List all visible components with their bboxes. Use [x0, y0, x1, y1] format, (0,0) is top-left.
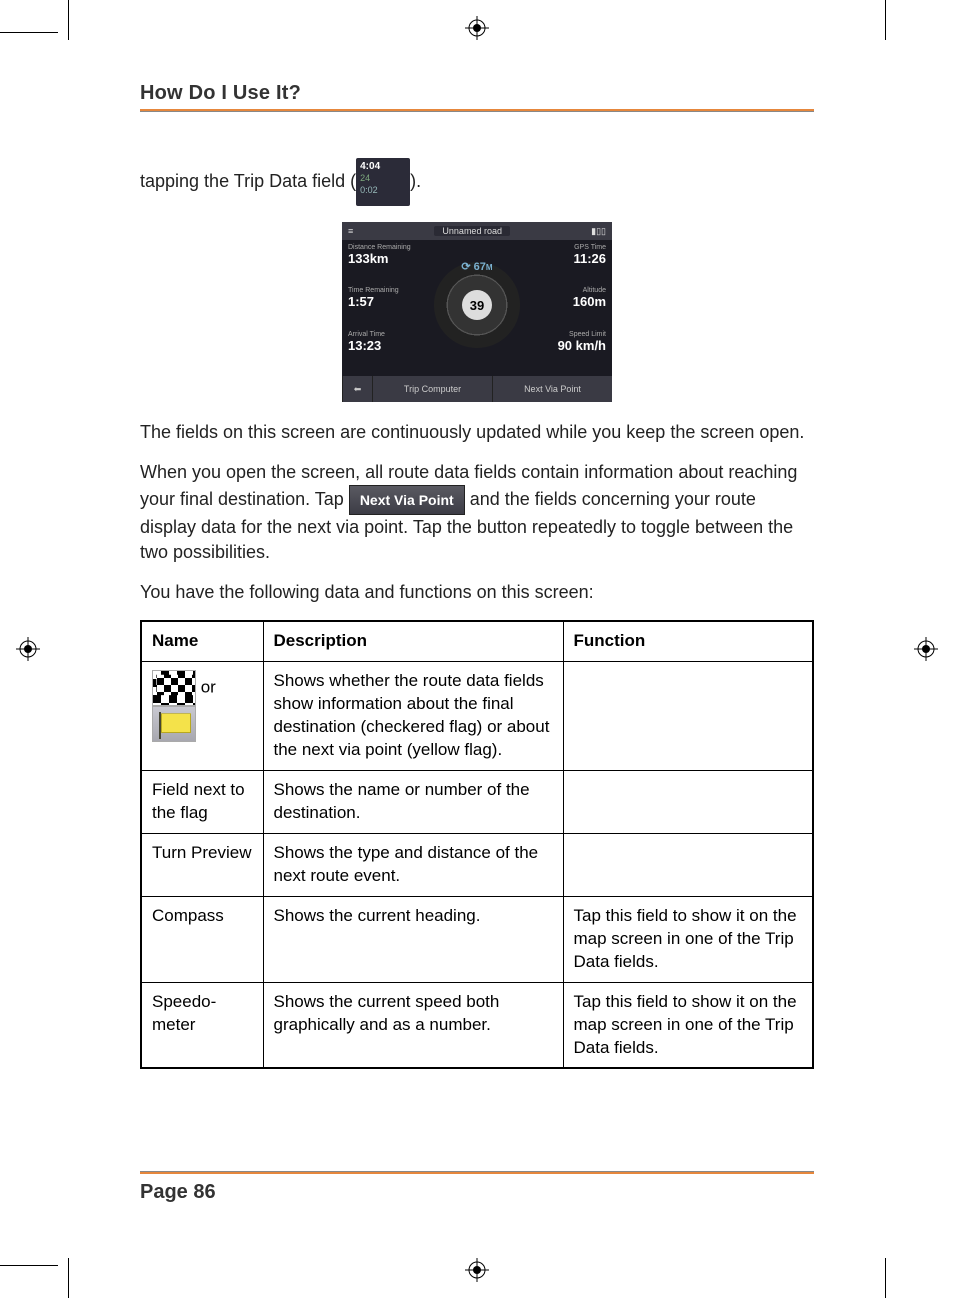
- cell-value: 160m: [536, 294, 606, 309]
- yellow-flag-icon: [152, 706, 196, 742]
- battery-icon: ▮▯▯: [591, 226, 606, 237]
- paragraph-3: You have the following data and function…: [140, 580, 814, 604]
- cell-label: Distance Remaining: [348, 244, 418, 251]
- registration-mark-icon: [465, 16, 489, 40]
- compass-suffix: M: [486, 263, 493, 272]
- cell-func: [563, 771, 813, 834]
- table-row: or Shows whether the route data fields s…: [141, 662, 813, 771]
- page-content: How Do I Use It? tapping the Trip Data f…: [140, 82, 814, 1218]
- crop-mark: [0, 32, 58, 33]
- table-row: Turn Preview Shows the type and distance…: [141, 833, 813, 896]
- footer-rule: [140, 1171, 814, 1174]
- spec-table: Name Description Function or Shows wheth…: [140, 620, 814, 1069]
- chip-line-2: 24: [360, 173, 406, 185]
- cell-desc: Shows the type and distance of the next …: [263, 833, 563, 896]
- cell-desc: Shows the current heading.: [263, 896, 563, 982]
- crop-mark: [885, 1258, 886, 1298]
- cell-arrival-time: Arrival Time13:23: [342, 327, 424, 370]
- cell-func: Tap this field to show it on the map scr…: [563, 896, 813, 982]
- checkered-flag-icon: [152, 670, 196, 706]
- tab-next-via-point: Next Via Point: [492, 376, 612, 402]
- crop-mark: [885, 0, 886, 40]
- table-header-row: Name Description Function: [141, 621, 813, 661]
- tab-trip-computer: Trip Computer: [372, 376, 492, 402]
- chip-line-3: 0:02: [360, 185, 406, 197]
- cell-gps-time: GPS Time11:26: [530, 240, 612, 283]
- crop-mark: [68, 1258, 69, 1298]
- cell-time-remaining: Time Remaining1:57: [342, 283, 424, 326]
- crop-mark: [68, 0, 69, 40]
- cell-name: Compass: [141, 896, 263, 982]
- table-row: Compass Shows the current heading. Tap t…: [141, 896, 813, 982]
- registration-mark-icon: [16, 637, 40, 661]
- cell-name: Speedo-meter: [141, 982, 263, 1068]
- screenshot-bottom-bar: ⬅ Trip Computer Next Via Point: [342, 376, 612, 402]
- col-header-function: Function: [563, 621, 813, 661]
- intro-suffix: ).: [410, 171, 421, 191]
- cell-name-flags: or: [141, 662, 263, 771]
- intro-line: tapping the Trip Data field ( 4:04 24 0:…: [140, 158, 814, 206]
- cell-func: [563, 662, 813, 771]
- next-via-point-button-icon: Next Via Point: [349, 485, 465, 516]
- flags-or-text: or: [196, 678, 216, 697]
- chip-line-1: 4:04: [360, 160, 406, 173]
- trip-data-chip-icon: 4:04 24 0:02: [356, 158, 410, 206]
- compass-value: 67: [474, 261, 486, 273]
- page-title: How Do I Use It?: [140, 82, 814, 105]
- paragraph-2: When you open the screen, all route data…: [140, 460, 814, 564]
- cell-value: 90 km/h: [536, 338, 606, 353]
- table-row: Speedo-meter Shows the current speed bot…: [141, 982, 813, 1068]
- cell-value: 13:23: [348, 338, 418, 353]
- back-arrow-icon: ⬅: [342, 376, 372, 402]
- cell-desc: Shows whether the route data fields show…: [263, 662, 563, 771]
- col-header-description: Description: [263, 621, 563, 661]
- paragraph-1: The fields on this screen are continuous…: [140, 420, 814, 444]
- cell-func: [563, 833, 813, 896]
- cell-value: 1:57: [348, 294, 418, 309]
- screenshot-body: Distance Remaining133km GPS Time11:26 Ti…: [342, 240, 612, 370]
- cell-distance-remaining: Distance Remaining133km: [342, 240, 424, 283]
- cell-altitude: Altitude160m: [530, 283, 612, 326]
- header-rule: [140, 109, 814, 112]
- cell-value: 11:26: [536, 251, 606, 266]
- table-row: Field next to the flag Shows the name or…: [141, 771, 813, 834]
- cell-func: Tap this field to show it on the map scr…: [563, 982, 813, 1068]
- crop-mark: [0, 1265, 58, 1266]
- cell-name: Turn Preview: [141, 833, 263, 896]
- cell-name: Field next to the flag: [141, 771, 263, 834]
- screenshot-road-name: Unnamed road: [434, 226, 510, 236]
- cell-label: Speed Limit: [536, 331, 606, 338]
- compass-reading: ⟳ 67M: [461, 260, 492, 273]
- cell-desc: Shows the name or number of the destinat…: [263, 771, 563, 834]
- registration-mark-icon: [914, 637, 938, 661]
- col-header-name: Name: [141, 621, 263, 661]
- screenshot-topbar: ≡ Unnamed road ▮▯▯: [342, 222, 612, 240]
- menu-icon: ≡: [348, 226, 353, 236]
- cell-label: GPS Time: [536, 244, 606, 251]
- trip-computer-screenshot: ≡ Unnamed road ▮▯▯ Distance Remaining133…: [342, 222, 612, 402]
- registration-mark-icon: [465, 1258, 489, 1282]
- cell-speed-limit: Speed Limit90 km/h: [530, 327, 612, 370]
- page-number: Page 86: [140, 1181, 216, 1204]
- cell-value: 133km: [348, 251, 418, 266]
- cell-label: Arrival Time: [348, 331, 418, 338]
- cell-label: Altitude: [536, 287, 606, 294]
- cell-label: Time Remaining: [348, 287, 418, 294]
- cell-desc: Shows the current speed both graphically…: [263, 982, 563, 1068]
- speedometer-dial-icon: ⟳ 67M 39: [434, 262, 520, 348]
- speed-value: 39: [462, 290, 492, 320]
- intro-prefix: tapping the Trip Data field (: [140, 171, 356, 191]
